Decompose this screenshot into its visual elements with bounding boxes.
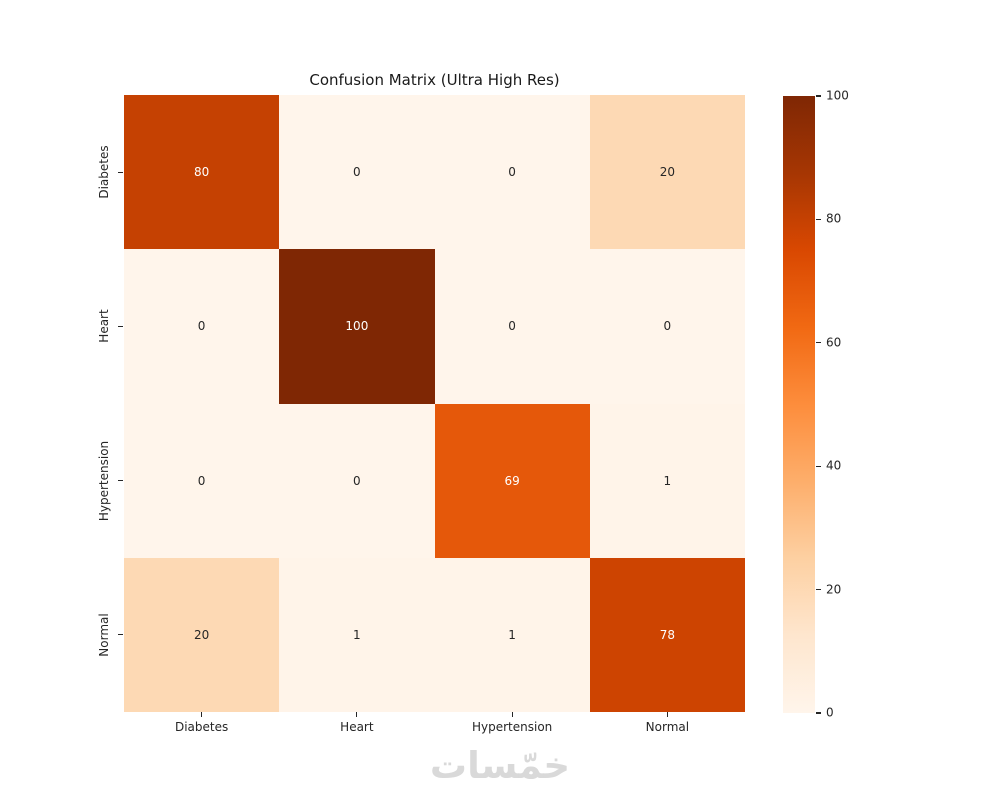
cell-value: 80 xyxy=(193,165,210,180)
cell-value: 0 xyxy=(508,165,516,180)
x-tick-label-Normal: Normal xyxy=(645,720,690,734)
cell-value: 0 xyxy=(197,473,206,488)
heatmap-cell-Heart-Diabetes: 0 xyxy=(124,249,280,404)
colorbar-tick-label-40: 40 xyxy=(826,458,842,473)
cell-value: 1 xyxy=(508,627,516,642)
heatmap-cell-Normal-Hypertension: 1 xyxy=(434,557,590,712)
colorbar-tick-mark xyxy=(816,95,821,97)
heatmap-cell-Normal-Heart: 1 xyxy=(279,557,435,712)
colorbar-tick-label-60: 60 xyxy=(826,335,842,350)
x-tick-label-Diabetes: Diabetes xyxy=(174,720,229,734)
heatmap-cell-Hypertension-Hypertension: 69 xyxy=(434,403,590,558)
x-tick-mark xyxy=(356,712,358,717)
heatmap-cell-Heart-Heart: 100 xyxy=(279,249,435,404)
colorbar-tick-label-80: 80 xyxy=(826,212,842,227)
colorbar-tick-label-0: 0 xyxy=(826,705,834,720)
cell-value: 0 xyxy=(663,319,672,334)
x-tick-mark xyxy=(201,712,203,717)
heatmap-cell-Normal-Normal: 78 xyxy=(589,557,745,712)
y-tick-mark xyxy=(118,325,123,327)
cell-value: 69 xyxy=(504,473,520,488)
cell-value: 0 xyxy=(197,319,206,334)
heatmap-cell-Normal-Diabetes: 20 xyxy=(124,557,280,712)
y-tick-mark xyxy=(118,171,123,173)
cell-value: 0 xyxy=(508,319,516,334)
colorbar-tick-mark xyxy=(816,465,821,467)
colorbar-tick-mark xyxy=(816,589,821,591)
x-tick-mark xyxy=(511,712,513,717)
chart-title: Confusion Matrix (Ultra High Res) xyxy=(309,71,560,89)
cell-value: 0 xyxy=(353,473,361,488)
y-tick-label-Hypertension: Hypertension xyxy=(97,440,111,521)
heatmap-cell-Diabetes-Hypertension: 0 xyxy=(434,95,590,250)
heatmap-cell-Hypertension-Diabetes: 0 xyxy=(124,403,280,558)
heatmap-grid: 80 0 0 20 0 100 0 0 0 0 69 1 20 1 1 78 xyxy=(124,95,745,712)
colorbar-tick-mark xyxy=(816,342,821,344)
y-tick-mark xyxy=(118,480,123,482)
watermark: خمّسات xyxy=(429,744,571,787)
colorbar-tick-mark xyxy=(816,218,821,220)
colorbar-tick-label-100: 100 xyxy=(826,88,849,103)
y-tick-label-Heart: Heart xyxy=(97,309,111,344)
x-tick-label-Heart: Heart xyxy=(340,720,374,734)
y-tick-label-Normal: Normal xyxy=(97,613,111,657)
heatmap-cell-Diabetes-Heart: 0 xyxy=(279,95,435,250)
heatmap-cell-Diabetes-Diabetes: 80 xyxy=(124,95,280,250)
cell-value: 78 xyxy=(659,627,676,642)
cell-value: 1 xyxy=(353,627,361,642)
heatmap-cell-Hypertension-Normal: 1 xyxy=(589,403,745,558)
heatmap-cell-Heart-Hypertension: 0 xyxy=(434,249,590,404)
heatmap-cell-Heart-Normal: 0 xyxy=(589,249,745,404)
cell-value: 100 xyxy=(345,319,369,334)
heatmap-cell-Diabetes-Normal: 20 xyxy=(589,95,745,250)
y-tick-mark xyxy=(118,634,123,636)
x-tick-label-Hypertension: Hypertension xyxy=(471,720,553,734)
cell-value: 0 xyxy=(353,165,361,180)
colorbar-tick-mark xyxy=(816,712,821,714)
heatmap-cell-Hypertension-Heart: 0 xyxy=(279,403,435,558)
colorbar-tick-label-20: 20 xyxy=(826,582,842,597)
cell-value: 20 xyxy=(193,627,210,642)
colorbar xyxy=(783,96,815,713)
cell-value: 20 xyxy=(659,165,676,180)
x-tick-mark xyxy=(666,712,668,717)
cell-value: 1 xyxy=(663,473,672,488)
y-tick-label-Diabetes: Diabetes xyxy=(97,145,111,199)
